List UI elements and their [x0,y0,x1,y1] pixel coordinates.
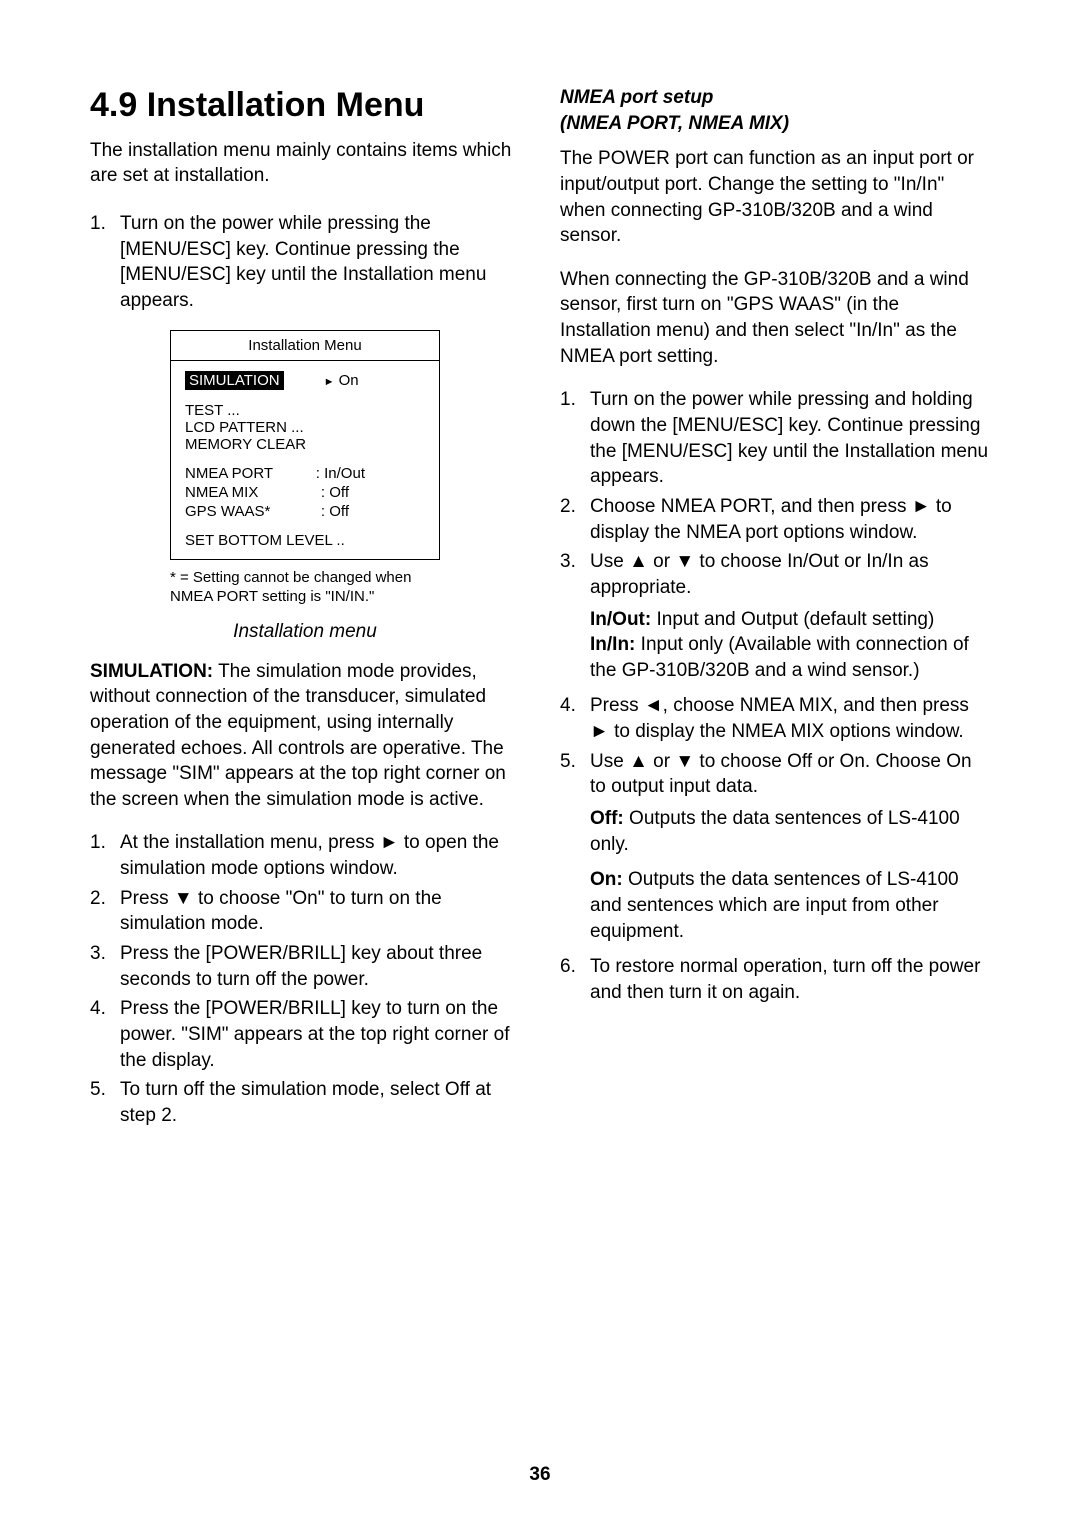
nmea-port-label: NMEA PORT [185,465,273,482]
menu-row-simulation: SIMULATION On [185,371,425,390]
menu-row-nmea-mix: NMEA MIX : Off [185,484,425,501]
triangle-up-icon [629,751,648,772]
inset-off: Off: Outputs the data sentences of LS-41… [590,806,990,857]
menu-caption: Installation menu [90,621,520,643]
list-item: At the installation menu, press to open … [120,830,520,881]
section-heading: 4.9 Installation Menu [90,85,520,126]
menu-item-lcd: LCD PATTERN ... [185,419,425,436]
simulation-paragraph: SIMULATION: The simulation mode provides… [90,659,520,813]
step-text: Use [590,751,629,772]
menu-item-test: TEST ... [185,402,425,419]
list-item: To turn off the simulation mode, select … [120,1077,520,1128]
page-container: 4.9 Installation Menu The installation m… [90,85,990,1133]
nmea-mix-label: NMEA MIX [185,484,258,501]
list-item: Turn on the power while pressing and hol… [590,387,990,490]
paragraph-1: The POWER port can function as an input … [560,146,990,249]
triangle-right-icon [912,496,931,517]
list-item: Use or to choose Off or On. Choose On to… [590,749,990,800]
simulation-text: The simulation mode provides, without co… [90,661,506,810]
paragraph-2: When connecting the GP-310B/320B and a w… [560,267,990,370]
subheading-line2: (NMEA PORT, NMEA MIX) [560,113,789,134]
menu-row-nmea-port: NMEA PORT : In/Out [185,465,425,482]
step-text: , choose NMEA MIX, and then press [663,695,969,716]
menu-body: SIMULATION On TEST ... LCD PATTERN ... M… [171,361,439,559]
installation-menu-box: Installation Menu SIMULATION On TEST ...… [170,330,440,560]
inset-on: On: Outputs the data sentences of LS-410… [590,867,990,944]
step-text: Press [590,695,644,716]
procedure-list-3: Turn on the power while pressing and hol… [560,387,990,600]
procedure-list-5: To restore normal operation, turn off th… [560,954,990,1005]
triangle-right-icon: On [324,372,359,389]
page-number: 36 [0,1464,1080,1486]
gps-value: : Off [321,503,349,520]
list-item: Use or to choose In/Out or In/In as appr… [590,549,990,600]
triangle-up-icon [629,551,648,572]
simulation-label: SIMULATION [185,371,284,390]
simulation-bold: SIMULATION: [90,661,213,682]
menu-title: Installation Menu [171,331,439,361]
nmea-mix-value: : Off [321,484,349,501]
nmea-subheading: NMEA port setup (NMEA PORT, NMEA MIX) [560,85,990,136]
step-text: Use [590,551,629,572]
gps-label: GPS WAAS* [185,503,270,520]
nmea-port-value: : In/Out [316,465,365,482]
subheading-line1: NMEA port setup [560,87,713,108]
procedure-list-2: At the installation menu, press to open … [90,830,520,1128]
triangle-down-icon [675,551,694,572]
list-item: Turn on the power while pressing the [ME… [120,211,520,314]
step-text: Press [120,888,174,909]
list-item: Press the [POWER/BRILL] key about three … [120,941,520,992]
left-column: 4.9 Installation Menu The installation m… [90,85,520,1133]
list-item: Choose NMEA PORT, and then press to disp… [590,494,990,545]
step-text: At the installation menu, press [120,832,380,853]
inin-text: Input only (Available with connection of… [590,634,969,681]
inin-bold: In/In: [590,634,635,655]
list-item: Press to choose "On" to turn on the simu… [120,886,520,937]
menu-group-1: TEST ... LCD PATTERN ... MEMORY CLEAR [185,402,425,453]
procedure-list-4: Press , choose NMEA MIX, and then press … [560,693,990,800]
menu-item-memory: MEMORY CLEAR [185,436,425,453]
list-item: Press the [POWER/BRILL] key to turn on t… [120,996,520,1073]
list-item: To restore normal operation, turn off th… [590,954,990,1005]
triangle-down-icon [675,751,694,772]
simulation-value: On [339,372,359,389]
step-text: or [648,551,675,572]
step-text: Choose NMEA PORT, and then press [590,496,912,517]
on-bold: On: [590,869,623,890]
menu-item-bottom-level: SET BOTTOM LEVEL .. [185,532,425,549]
intro-paragraph: The installation menu mainly contains it… [90,138,520,189]
procedure-list-1: Turn on the power while pressing the [ME… [90,211,520,314]
triangle-left-icon [644,695,663,716]
menu-row-gps: GPS WAAS* : Off [185,503,425,520]
menu-footnote: * = Setting cannot be changed when NMEA … [170,568,440,607]
menu-group-2: NMEA PORT : In/Out NMEA MIX : Off GPS WA… [185,465,425,520]
inout-bold: In/Out: [590,609,651,630]
triangle-right-icon [380,832,399,853]
right-column: NMEA port setup (NMEA PORT, NMEA MIX) Th… [560,85,990,1133]
list-item: Press , choose NMEA MIX, and then press … [590,693,990,744]
step-text: or [648,751,675,772]
off-text: Outputs the data sentences of LS-4100 on… [590,808,960,855]
triangle-right-icon [590,721,609,742]
triangle-down-icon [174,888,193,909]
off-bold: Off: [590,808,624,829]
inout-text: Input and Output (default setting) [651,609,934,630]
on-text: Outputs the data sentences of LS-4100 an… [590,869,959,941]
inset-inout: In/Out: Input and Output (default settin… [590,607,990,684]
step-text: to display the NMEA MIX options window. [609,721,964,742]
